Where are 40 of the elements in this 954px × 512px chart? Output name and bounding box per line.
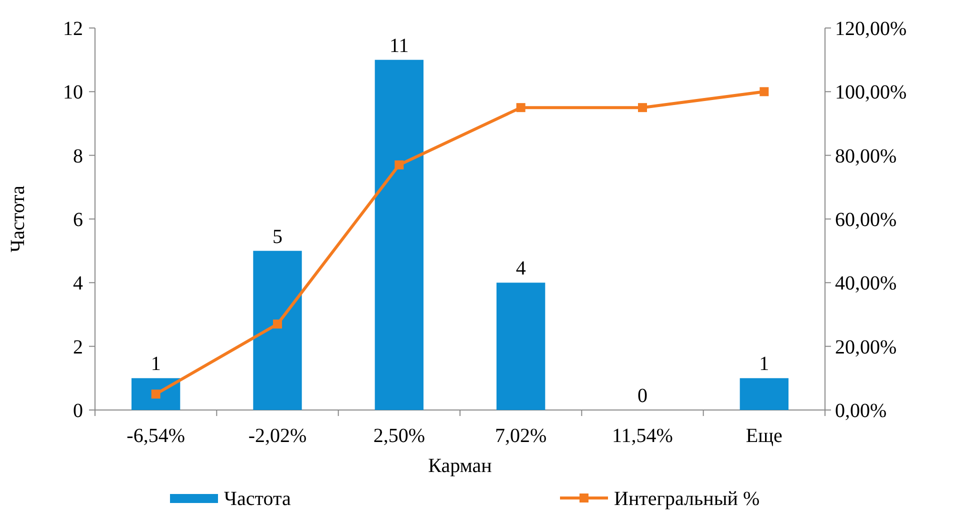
x-axis-title: Карман	[428, 455, 492, 477]
bar	[374, 60, 424, 410]
y-tick-label: 6	[73, 209, 83, 231]
y2-tick-label: 40,00%	[835, 272, 897, 295]
y-tick-label: 8	[73, 145, 83, 168]
y2-tick-label: 60,00%	[835, 209, 897, 231]
bar	[496, 282, 546, 410]
y-tick-label: 12	[63, 18, 83, 40]
x-tick-label: -2,02%	[248, 425, 307, 447]
data-label: 5	[272, 226, 282, 248]
bar	[740, 378, 788, 410]
y-tick-label: 2	[73, 336, 83, 358]
x-tick-label: 11,54%	[612, 425, 673, 447]
y-tick-label: 0	[73, 400, 83, 422]
data-label: 4	[516, 258, 526, 280]
x-tick-label: 7,02%	[494, 425, 547, 447]
y-axis-title: Частота	[7, 185, 29, 252]
x-tick-label: Еще	[746, 425, 783, 447]
y2-tick-label: 120,00%	[835, 18, 907, 40]
legend-label: Интегральный %	[614, 488, 760, 510]
point	[151, 390, 160, 399]
data-label: 1	[759, 353, 770, 376]
y-tick-label: 10	[63, 82, 83, 104]
y2-tick-label: 20,00%	[835, 336, 897, 358]
point	[516, 103, 526, 112]
x-tick-label: 2,50%	[373, 425, 426, 447]
point	[638, 103, 647, 112]
y-tick-label: 4	[73, 272, 83, 295]
data-label: 1	[150, 353, 161, 376]
legend-label: Частота	[224, 488, 291, 510]
y2-tick-label: 0,00%	[835, 400, 887, 422]
x-tick-label: -6,54%	[126, 425, 185, 447]
y2-tick-label: 100,00%	[835, 82, 907, 104]
data-label: 0	[638, 385, 648, 407]
bar	[253, 250, 302, 410]
point	[394, 160, 404, 170]
y2-tick-label: 80,00%	[835, 145, 897, 168]
point	[273, 320, 282, 329]
data-label: 11	[390, 34, 409, 57]
point	[760, 87, 769, 96]
